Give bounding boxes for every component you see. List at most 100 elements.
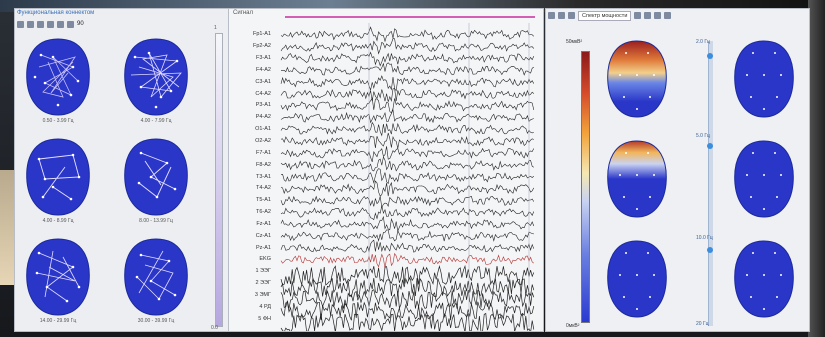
channel-label: P3-A1 <box>255 102 271 109</box>
channel-label: 2 ЭЭГ <box>255 280 271 287</box>
topo-map[interactable] <box>731 39 797 119</box>
eeg-trace <box>280 195 535 209</box>
channel-label: Fp2-A2 <box>252 43 271 50</box>
freq-label: 20 Гц <box>696 321 709 327</box>
connectivity-map[interactable]: 4.00 - 8.99 Гц <box>23 137 93 224</box>
home-icon[interactable] <box>548 12 555 19</box>
channel-label: F8-A2 <box>256 161 271 168</box>
channel-label: Fz-A1 <box>256 220 271 227</box>
eeg-traces[interactable] <box>229 9 543 331</box>
toolbar-value: 90 <box>77 21 84 27</box>
topo-map[interactable] <box>604 139 670 219</box>
topo-map[interactable] <box>604 39 670 119</box>
channel-label: 3 ЭМГ <box>254 291 271 298</box>
eeg-trace <box>280 289 535 309</box>
eeg-trace <box>280 108 534 124</box>
channel-label: T6-A2 <box>256 209 271 216</box>
channel-label: F7-A1 <box>256 149 271 156</box>
eeg-trace <box>280 51 535 67</box>
freq-label: 10.0 Гц <box>696 235 713 241</box>
window-title: Сигнал <box>233 10 254 16</box>
channel-label: F4-A2 <box>256 66 271 73</box>
channel-label: Fp1-A1 <box>252 31 271 38</box>
topo-map[interactable] <box>731 139 797 219</box>
channel-label: C4-A2 <box>255 90 271 97</box>
table-icon[interactable] <box>568 12 575 19</box>
freq-label: 5.0 Гц <box>696 133 710 139</box>
connectivity-map[interactable]: 14.00 - 29.99 Гц <box>23 237 93 324</box>
eeg-trace <box>280 88 534 102</box>
channel-label: Pz-A1 <box>256 244 271 251</box>
slider-top-label: 1 <box>214 25 217 31</box>
channel-label: T3-A1 <box>256 173 271 180</box>
map-label: 4.00 - 8.99 Гц <box>42 218 74 224</box>
topo-map[interactable] <box>604 239 670 319</box>
slider-knob[interactable] <box>707 143 713 149</box>
freq-label: 2.0 Гц <box>696 39 710 45</box>
map-label: 0.50 - 3.99 Гц <box>42 118 74 124</box>
map-label: 14.00 - 29.99 Гц <box>39 318 77 324</box>
eeg-trace <box>280 146 535 163</box>
threshold-slider[interactable] <box>215 33 223 327</box>
eeg-trace <box>280 229 534 242</box>
eeg-trace <box>280 132 534 149</box>
mode-select[interactable]: Спектр мощности <box>578 10 632 21</box>
frequency-slider[interactable] <box>708 41 713 326</box>
channel-label: 1 ЭЭГ <box>255 268 271 275</box>
eeg-trace <box>280 205 535 221</box>
eeg-trace <box>280 239 535 253</box>
eeg-trace <box>280 38 535 55</box>
eeg-trace <box>280 75 535 92</box>
eeg-trace <box>280 312 535 331</box>
connectivity-map[interactable]: 4.00 - 7.99 Гц <box>121 37 191 124</box>
channel-label: O2-A2 <box>255 137 271 144</box>
connectivity-map[interactable]: 0.50 - 3.99 Гц <box>23 37 93 124</box>
eeg-trace <box>280 301 535 321</box>
view-icon[interactable] <box>37 20 44 28</box>
channel-label: 5 ФН <box>258 315 271 322</box>
eeg-trace <box>280 168 534 185</box>
eeg-trace <box>280 156 534 172</box>
eeg-trace <box>280 97 535 114</box>
channel-label: F3-A1 <box>256 55 271 62</box>
map-label: 8.00 - 13.99 Гц <box>139 218 173 224</box>
connectivity-map[interactable]: 30.00 - 39.99 Гц <box>121 237 191 324</box>
export-icon[interactable] <box>47 20 54 28</box>
channel-label: T5-A1 <box>256 197 271 204</box>
map-label: 4.00 - 7.99 Гц <box>140 118 172 124</box>
marker-bar[interactable] <box>285 16 535 18</box>
colorbar-bottom-label: 0мкВ² <box>566 323 580 329</box>
connectivity-map[interactable]: 8.00 - 13.99 Гц <box>121 137 191 224</box>
eeg-trace <box>280 252 534 269</box>
map-label: 30.00 - 39.99 Гц <box>137 318 175 324</box>
toolbar: Спектр мощности <box>548 10 672 21</box>
open-icon[interactable] <box>17 20 24 28</box>
eeg-trace <box>280 264 535 286</box>
save-icon[interactable] <box>67 20 74 28</box>
colorbar-top-label: 50мкВ² <box>566 39 583 45</box>
channel-label: T4-A2 <box>256 185 271 192</box>
export-icon[interactable] <box>644 12 652 19</box>
channel-label: 4 РД <box>259 303 271 310</box>
channel-label: C3-A1 <box>255 78 271 85</box>
channel-label: Cz-A1 <box>255 232 271 239</box>
eeg-trace <box>280 180 535 197</box>
spectral-map-window: Спектр мощности 50мкВ² 0мкВ² 2.0 Гц 5.0 … <box>545 8 810 332</box>
channel-label: EKG <box>259 256 271 263</box>
settings-icon[interactable] <box>27 20 34 28</box>
slider-knob[interactable] <box>707 53 713 59</box>
topo-map[interactable] <box>731 239 797 319</box>
gear-icon[interactable] <box>634 12 642 19</box>
eeg-trace <box>280 215 535 233</box>
eeg-trace <box>280 26 535 43</box>
eeg-trace <box>280 121 534 137</box>
toolbar: 90 <box>17 19 84 29</box>
zoom-icon[interactable] <box>664 12 672 19</box>
print-icon[interactable] <box>57 20 64 28</box>
print-icon[interactable] <box>654 12 662 19</box>
chart-icon[interactable] <box>558 12 565 19</box>
window-title: Функциональная коннектом <box>17 10 95 16</box>
slider-knob[interactable] <box>707 247 713 253</box>
photo-right-edge <box>808 0 825 337</box>
eeg-signal-window: Сигнал Fp1-A1 Fp2-A2 F3-A1 F4-A2 C3-A1 C4-A2 P… <box>228 8 544 332</box>
